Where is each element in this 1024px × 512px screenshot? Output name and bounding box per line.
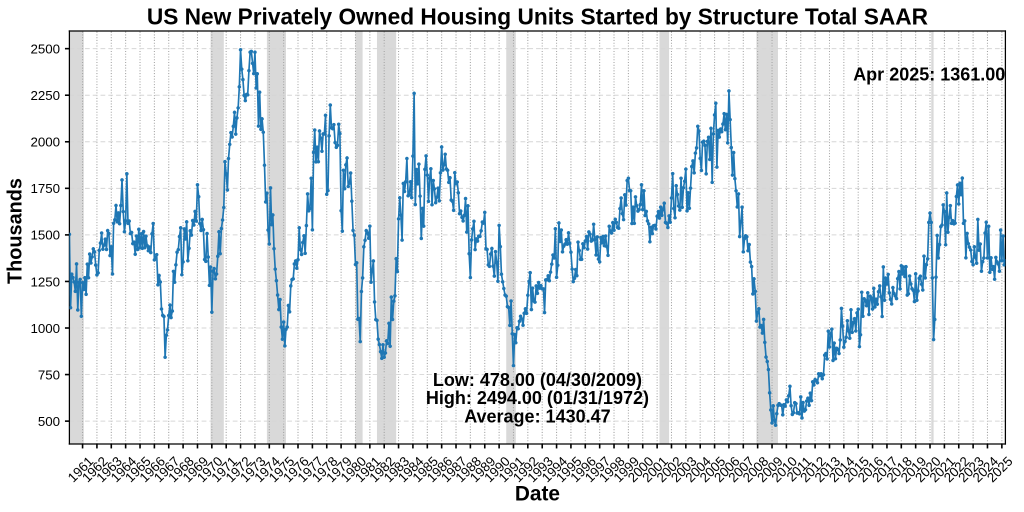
svg-text:500: 500 — [38, 414, 60, 429]
svg-text:1500: 1500 — [30, 228, 60, 243]
svg-text:1250: 1250 — [30, 274, 60, 289]
svg-text:2000: 2000 — [30, 135, 60, 150]
svg-text:2500: 2500 — [30, 41, 60, 56]
svg-text:Thousands: Thousands — [4, 178, 26, 284]
svg-text:750: 750 — [38, 367, 60, 382]
svg-text:2250: 2250 — [30, 88, 60, 103]
svg-text:1750: 1750 — [30, 181, 60, 196]
svg-text:US New Privately Owned Housing: US New Privately Owned Housing Units Sta… — [147, 3, 928, 29]
svg-text:Average: 1430.47: Average: 1430.47 — [464, 406, 610, 426]
svg-text:Date: Date — [515, 483, 560, 506]
svg-text:High: 2494.00 (01/31/1972): High: 2494.00 (01/31/1972) — [426, 388, 649, 408]
svg-text:Low: 478.00 (04/30/2009): Low: 478.00 (04/30/2009) — [433, 370, 642, 390]
svg-text:1000: 1000 — [30, 321, 60, 336]
svg-text:Apr 2025: 1361.00: Apr 2025: 1361.00 — [853, 64, 1005, 84]
